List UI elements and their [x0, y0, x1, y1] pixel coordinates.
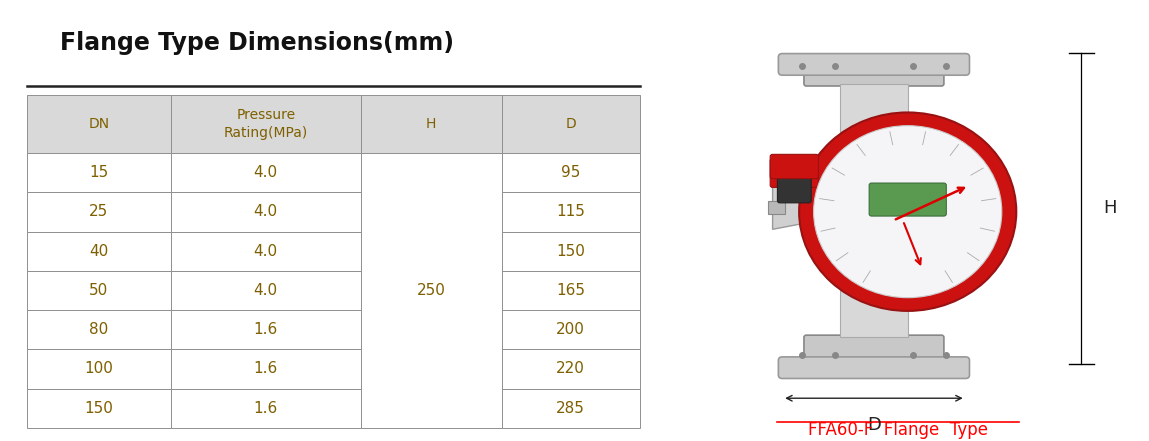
Bar	[502, 153, 640, 192]
Circle shape	[800, 112, 1017, 311]
Bar	[26, 192, 171, 232]
Bar	[26, 153, 171, 192]
Text: 1.6: 1.6	[254, 362, 278, 377]
Text: FFA60-F  Flange  Type: FFA60-F Flange Type	[808, 421, 988, 439]
Bar	[502, 271, 640, 310]
Bar	[171, 95, 361, 153]
Bar	[502, 349, 640, 389]
Text: 40: 40	[90, 244, 108, 259]
FancyBboxPatch shape	[778, 357, 970, 378]
Bar	[26, 271, 171, 310]
Bar	[171, 271, 361, 310]
Bar	[361, 95, 502, 153]
Bar	[26, 310, 171, 349]
Bar	[768, 201, 785, 214]
Text: 25: 25	[90, 205, 108, 220]
Bar	[361, 153, 502, 428]
Bar	[502, 310, 640, 349]
Bar	[26, 389, 171, 428]
Text: 165: 165	[556, 283, 585, 298]
Text: 50: 50	[90, 283, 108, 298]
Bar	[502, 389, 640, 428]
Text: H: H	[426, 117, 437, 131]
Text: H: H	[1103, 199, 1117, 217]
Text: D: D	[565, 117, 576, 131]
Bar	[26, 95, 171, 153]
Text: 1.6: 1.6	[254, 322, 278, 337]
Bar	[171, 310, 361, 349]
Text: DN: DN	[88, 117, 109, 131]
FancyBboxPatch shape	[770, 159, 818, 187]
Text: 250: 250	[417, 283, 446, 298]
Text: 4.0: 4.0	[254, 283, 278, 298]
Bar	[171, 349, 361, 389]
Text: 95: 95	[561, 165, 580, 180]
Bar	[171, 389, 361, 428]
FancyBboxPatch shape	[778, 53, 970, 75]
Text: 220: 220	[556, 362, 585, 377]
Circle shape	[813, 126, 1002, 298]
Bar	[26, 232, 171, 271]
Bar	[502, 95, 640, 153]
Bar	[26, 349, 171, 389]
Text: 100: 100	[84, 362, 113, 377]
Bar	[171, 192, 361, 232]
FancyBboxPatch shape	[869, 183, 947, 216]
Text: 150: 150	[84, 401, 113, 416]
Bar	[502, 192, 640, 232]
Text: Pressure
Rating(MPa): Pressure Rating(MPa)	[224, 108, 308, 140]
FancyBboxPatch shape	[804, 335, 944, 364]
Bar	[502, 232, 640, 271]
Text: 285: 285	[556, 401, 585, 416]
Bar	[171, 153, 361, 192]
Text: 1.6: 1.6	[254, 401, 278, 416]
FancyBboxPatch shape	[804, 57, 944, 86]
Text: 4.0: 4.0	[254, 205, 278, 220]
Text: 15: 15	[90, 165, 108, 180]
Text: 115: 115	[556, 205, 585, 220]
FancyBboxPatch shape	[778, 161, 811, 203]
Polygon shape	[772, 185, 831, 229]
Bar	[171, 232, 361, 271]
Bar	[840, 84, 908, 337]
Text: D: D	[867, 416, 881, 434]
Text: 200: 200	[556, 322, 585, 337]
FancyBboxPatch shape	[770, 154, 818, 179]
Text: Flange Type Dimensions(mm): Flange Type Dimensions(mm)	[60, 31, 454, 55]
Text: 150: 150	[556, 244, 585, 259]
Text: 80: 80	[90, 322, 108, 337]
Text: 4.0: 4.0	[254, 165, 278, 180]
Text: 4.0: 4.0	[254, 244, 278, 259]
